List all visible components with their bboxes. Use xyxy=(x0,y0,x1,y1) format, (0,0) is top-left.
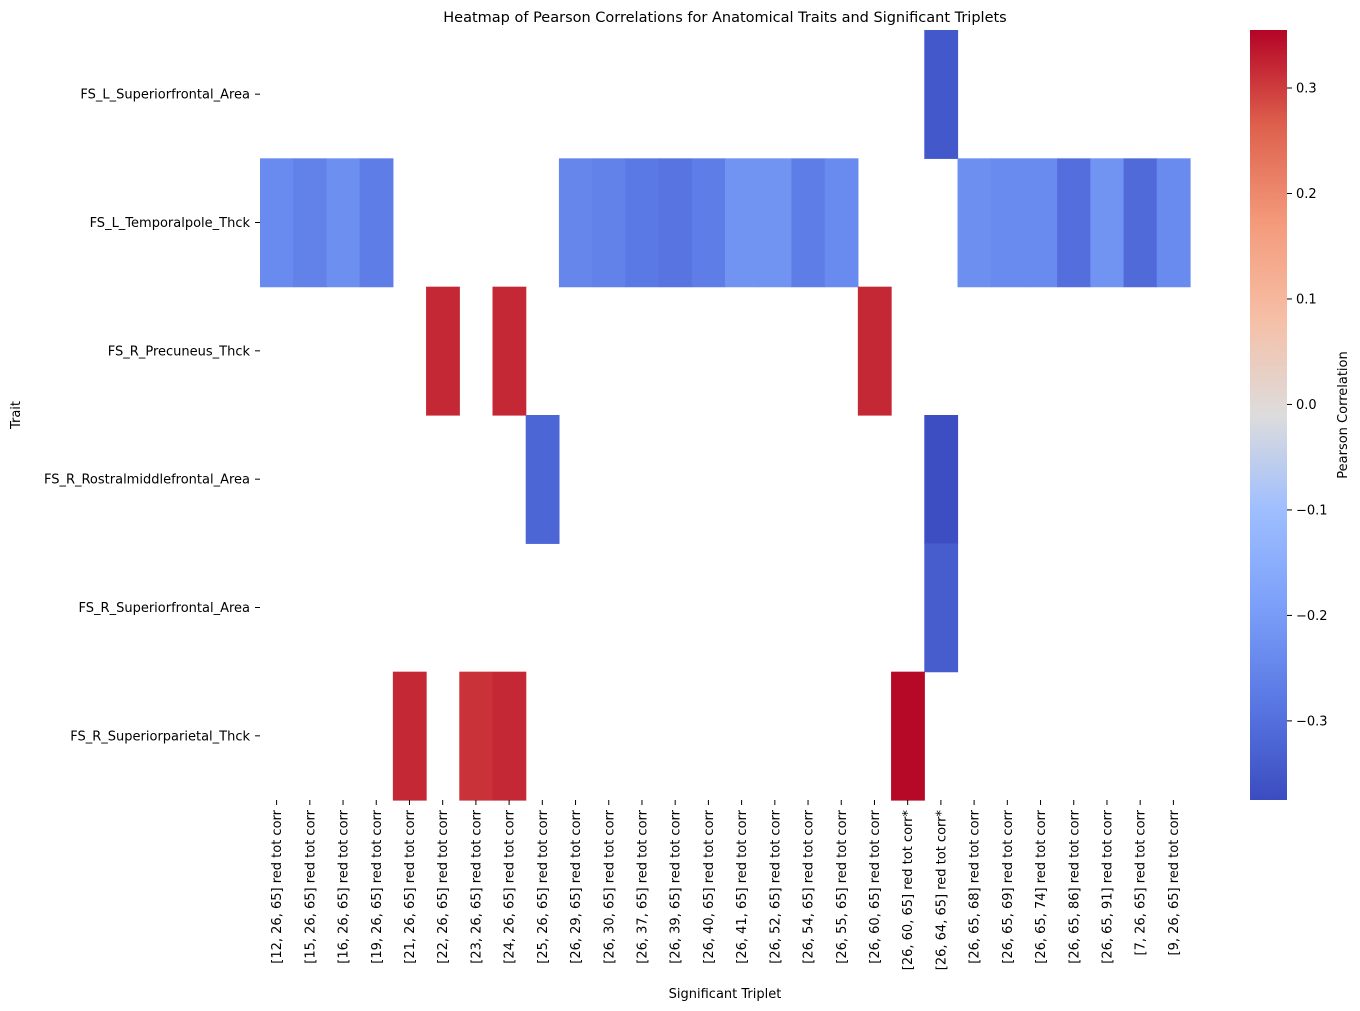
heatmap-cell xyxy=(957,158,992,288)
x-tick-label: [19, 26, 65] red tot corr xyxy=(370,809,385,963)
x-tick-label: [26, 30, 65] red tot corr xyxy=(602,809,617,963)
x-tick-label: [26, 60, 65] red tot corr* xyxy=(901,810,916,971)
x-tick-label: [26, 65, 69] red tot corr xyxy=(1001,809,1016,963)
heatmap-cell xyxy=(392,671,427,801)
heatmap-cell xyxy=(924,415,959,544)
x-tick-label: [26, 65, 68] red tot corr xyxy=(968,809,983,963)
heatmap-cell xyxy=(758,158,793,288)
heatmap-cell xyxy=(1156,158,1191,288)
heatmap-cell xyxy=(459,671,494,801)
x-tick-label: [26, 39, 65] red tot corr xyxy=(669,809,684,963)
heatmap-cell xyxy=(691,158,726,288)
y-axis-label: Trait xyxy=(9,401,24,430)
x-tick-label: [26, 65, 86] red tot corr xyxy=(1067,809,1082,963)
colorbar-tick-label: −0.2 xyxy=(1296,609,1328,624)
x-tick-label: [26, 41, 65] red tot corr xyxy=(735,809,750,963)
heatmap-cell xyxy=(625,158,660,288)
chart-title: Heatmap of Pearson Correlations for Anat… xyxy=(443,10,1006,26)
heatmap-cell xyxy=(525,415,560,544)
y-tick-label: FS_L_Temporalpole_Thck xyxy=(90,216,251,231)
heatmap-cell xyxy=(293,158,328,288)
heatmap-cell xyxy=(1023,158,1058,288)
heatmap-cell xyxy=(891,671,925,801)
heatmap-cell xyxy=(1090,158,1125,288)
heatmap-cell xyxy=(924,543,959,673)
x-tick-label: [26, 40, 65] red tot corr xyxy=(702,809,717,963)
heatmap-cell xyxy=(658,158,693,288)
x-tick-label: [26, 64, 65] red tot corr* xyxy=(934,810,949,971)
x-tick-label: [26, 52, 65] red tot corr xyxy=(768,809,783,963)
x-tick-label: [15, 26, 65] red tot corr xyxy=(303,809,318,963)
x-tick-label: [23, 26, 65] red tot corr xyxy=(469,809,484,963)
x-axis-label: Significant Triplet xyxy=(669,987,782,1002)
heatmap-cell xyxy=(492,671,527,801)
heatmap-cell xyxy=(260,158,294,288)
x-tick-label: [26, 29, 65] red tot corr xyxy=(569,809,584,963)
y-tick-label: FS_R_Superiorfrontal_Area xyxy=(79,601,250,616)
colorbar-label: Pearson Correlation xyxy=(1336,351,1351,478)
heatmap-cell xyxy=(857,286,892,416)
heatmap-cell xyxy=(791,158,826,288)
y-tick-labels: FS_L_Superiorfrontal_Area FS_L_Temporalpo… xyxy=(44,88,260,744)
colorbar-tick-label: 0.1 xyxy=(1296,292,1317,307)
heatmap-cell xyxy=(492,286,527,416)
x-tick-label: [9, 26, 65] red tot corr xyxy=(1167,809,1182,955)
heatmap-cell xyxy=(558,158,593,288)
x-tick-label: [26, 37, 65] red tot corr xyxy=(635,809,650,963)
x-tick-label: [16, 26, 65] red tot corr xyxy=(337,809,352,963)
y-tick-label: FS_L_Superiorfrontal_Area xyxy=(80,88,250,103)
x-tick-label: [12, 26, 65] red tot corr xyxy=(270,809,285,963)
heatmap-cell xyxy=(824,158,859,288)
colorbar-ticks: 0.3 0.2 0.1 0.0 −0.1 −0.2 −0.3 xyxy=(1287,82,1328,729)
colorbar-tick-label: −0.3 xyxy=(1296,714,1328,729)
heatmap-cell xyxy=(426,286,460,416)
colorbar-tick-label: 0.2 xyxy=(1296,187,1317,202)
heatmap-cell xyxy=(1057,158,1091,288)
y-tick-label: FS_R_Superiorparietal_Thck xyxy=(70,729,250,744)
x-tick-labels: [12, 26, 65] red tot corr [15, 26, 65] re… xyxy=(270,800,1182,970)
colorbar-tick-label: 0.3 xyxy=(1296,82,1317,97)
colorbar-tick-label: −0.1 xyxy=(1296,503,1328,518)
x-tick-label: [26, 65, 74] red tot corr xyxy=(1034,809,1049,963)
x-tick-label: [22, 26, 65] red tot corr xyxy=(436,809,451,963)
x-tick-label: [26, 55, 65] red tot corr xyxy=(835,809,850,963)
heatmap-cell xyxy=(359,158,394,288)
x-tick-label: [26, 65, 91] red tot corr xyxy=(1100,809,1115,963)
y-tick-label: FS_R_Rostralmiddlefrontal_Area xyxy=(44,473,250,488)
x-tick-label: [25, 26, 65] red tot corr xyxy=(536,809,551,963)
x-tick-label: [21, 26, 65] red tot corr xyxy=(403,809,418,963)
colorbar-tick-label: 0.0 xyxy=(1296,398,1317,413)
heatmap-cell xyxy=(725,158,759,288)
x-tick-label: [26, 54, 65] red tot corr xyxy=(802,809,817,963)
colorbar xyxy=(1250,30,1287,800)
y-tick-label: FS_R_Precuneus_Thck xyxy=(108,344,251,359)
heatmap-cell xyxy=(326,158,361,288)
heatmap-cell xyxy=(1123,158,1158,288)
heatmap-cell xyxy=(592,158,626,288)
heatmap-cell xyxy=(924,30,959,159)
x-tick-label: [24, 26, 65] red tot corr xyxy=(503,809,518,963)
x-tick-label: [26, 60, 65] red tot corr xyxy=(868,809,883,963)
heatmap-cells xyxy=(260,30,1191,801)
x-tick-label: [7, 26, 65] red tot corr xyxy=(1134,809,1149,955)
heatmap-cell xyxy=(990,158,1025,288)
